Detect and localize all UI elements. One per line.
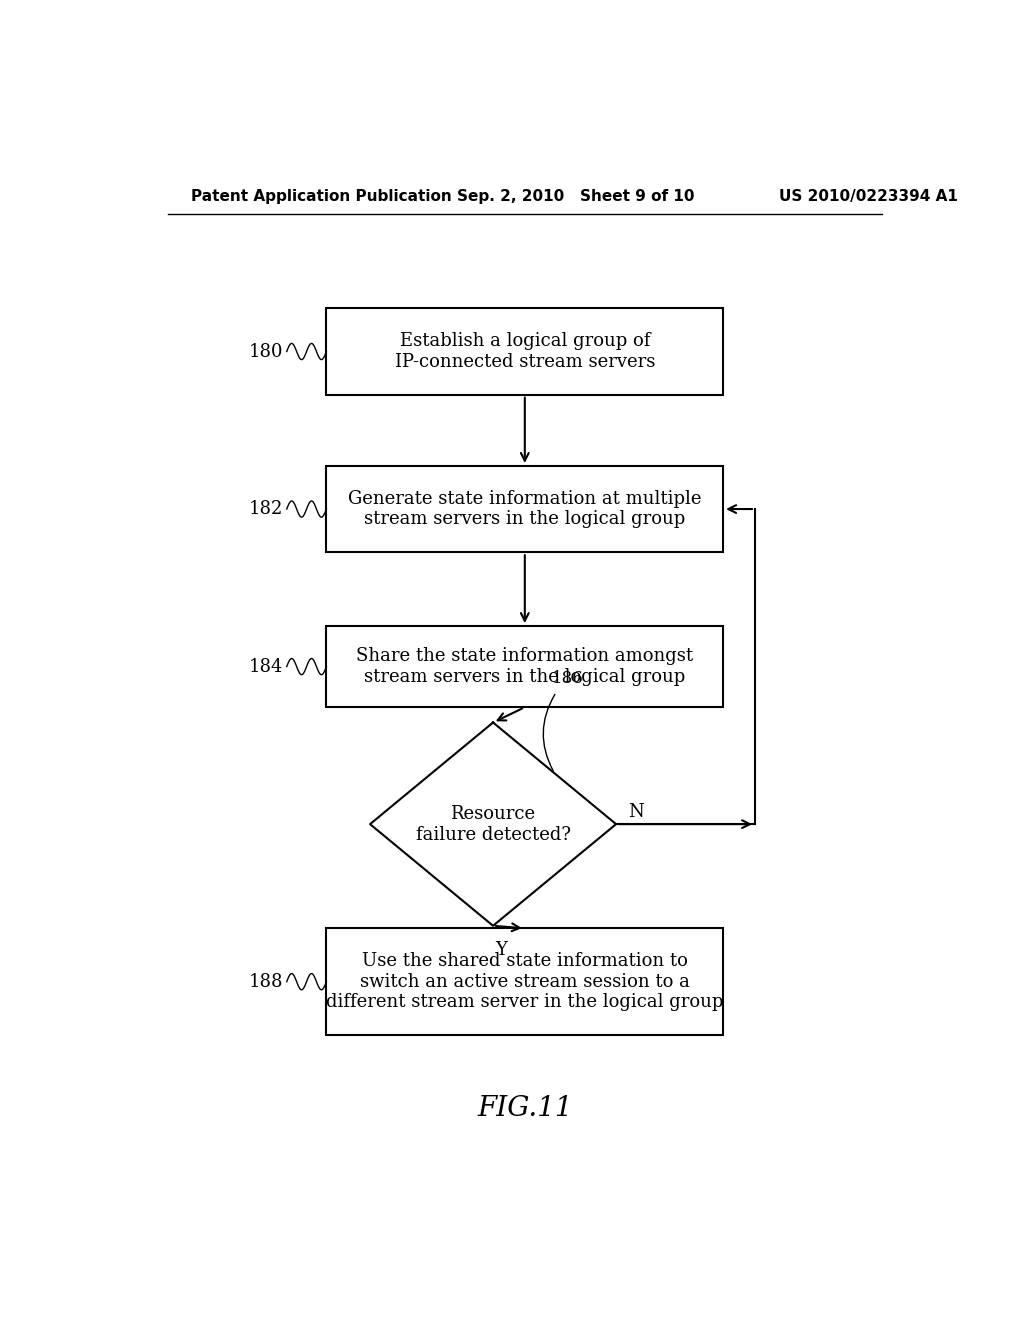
Text: Y: Y bbox=[495, 941, 507, 960]
Text: Share the state information amongst
stream servers in the logical group: Share the state information amongst stre… bbox=[356, 647, 693, 686]
Text: 180: 180 bbox=[248, 342, 283, 360]
FancyBboxPatch shape bbox=[327, 466, 723, 552]
Text: FIG.11: FIG.11 bbox=[477, 1096, 572, 1122]
Text: Sep. 2, 2010   Sheet 9 of 10: Sep. 2, 2010 Sheet 9 of 10 bbox=[458, 189, 695, 203]
Text: N: N bbox=[628, 803, 644, 821]
Text: US 2010/0223394 A1: US 2010/0223394 A1 bbox=[778, 189, 957, 203]
Text: Resource
failure detected?: Resource failure detected? bbox=[416, 805, 570, 843]
FancyBboxPatch shape bbox=[327, 309, 723, 395]
Text: Generate state information at multiple
stream servers in the logical group: Generate state information at multiple s… bbox=[348, 490, 701, 528]
FancyBboxPatch shape bbox=[327, 928, 723, 1035]
FancyBboxPatch shape bbox=[327, 626, 723, 708]
Text: 182: 182 bbox=[249, 500, 283, 517]
Text: 186: 186 bbox=[552, 671, 584, 686]
Text: 184: 184 bbox=[249, 657, 283, 676]
Text: Use the shared state information to
switch an active stream session to a
differe: Use the shared state information to swit… bbox=[326, 952, 724, 1011]
Text: Patent Application Publication: Patent Application Publication bbox=[191, 189, 453, 203]
Text: 188: 188 bbox=[248, 973, 283, 991]
Text: Establish a logical group of
IP-connected stream servers: Establish a logical group of IP-connecte… bbox=[394, 333, 655, 371]
